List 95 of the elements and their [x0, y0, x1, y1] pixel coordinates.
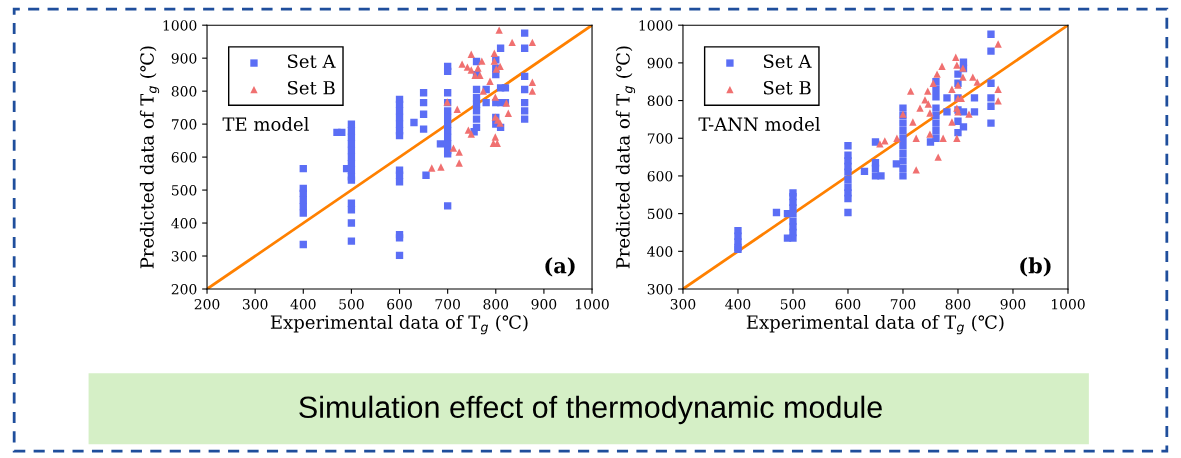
- y-tick-label: 500: [647, 208, 673, 220]
- point: [994, 97, 1002, 105]
- x-tick-label: 900: [531, 298, 557, 310]
- point: [437, 163, 445, 171]
- x-tick-label: 600: [387, 298, 412, 310]
- point: [924, 100, 932, 108]
- x-tick-label: 700: [435, 298, 460, 310]
- point: [528, 38, 537, 47]
- point: [504, 109, 512, 117]
- y-tick-label: 1000: [163, 20, 197, 31]
- point: [948, 85, 956, 93]
- point: [458, 60, 466, 68]
- point: [926, 109, 934, 117]
- y-tick-label: 600: [171, 152, 197, 163]
- point: [528, 78, 537, 86]
- point: [953, 61, 961, 69]
- legend-label: Set B: [763, 80, 811, 95]
- y-tick-label: 300: [647, 283, 673, 295]
- x-tick-label: 400: [725, 298, 751, 310]
- point: [912, 166, 920, 174]
- x-tick-label: 1000: [1052, 298, 1085, 310]
- point: [495, 26, 503, 34]
- point: [916, 104, 924, 112]
- point: [876, 140, 884, 148]
- point: [969, 73, 977, 81]
- point: [428, 164, 436, 172]
- y-axis-title: Predicted data of T$_{g}$ (℃): [139, 46, 160, 269]
- y-tick-label: 400: [171, 218, 197, 229]
- y-tick-label: 200: [171, 283, 197, 295]
- y-tick-label: 700: [171, 119, 197, 130]
- x-axis-title: Experimental data of T$_{g}$ (℃): [270, 314, 528, 335]
- x-tick-label: 300: [242, 298, 268, 310]
- point: [467, 66, 475, 74]
- point: [478, 57, 486, 65]
- point: [933, 70, 941, 78]
- y-tick-label: 500: [171, 185, 197, 196]
- point: [491, 133, 499, 141]
- point: [455, 148, 463, 156]
- x-tick-label: 1000: [576, 298, 609, 310]
- annotation: T-ANN model: [698, 116, 821, 131]
- point: [959, 73, 967, 81]
- point: [994, 40, 1002, 48]
- x-tick-label: 600: [835, 298, 861, 310]
- annotation: TE model: [222, 116, 309, 131]
- y-axis-title: Predicted data of T$_{g}$ (℃): [615, 46, 636, 269]
- point: [881, 137, 889, 145]
- point: [973, 78, 981, 86]
- x-tick-label: 800: [483, 298, 509, 310]
- x-tick-label: 500: [339, 298, 364, 310]
- annotation: (a): [545, 257, 575, 277]
- x-tick-label: 400: [290, 298, 316, 310]
- point: [455, 159, 463, 167]
- point: [965, 110, 973, 118]
- y-tick-label: 800: [171, 86, 197, 97]
- point: [528, 87, 537, 95]
- point: [893, 134, 901, 142]
- y-tick-label: 800: [647, 95, 673, 107]
- x-axis-title: Experimental data of T$_{g}$ (℃): [746, 314, 1004, 335]
- y-tick-label: 900: [171, 53, 197, 64]
- point: [474, 64, 482, 72]
- point: [994, 85, 1002, 93]
- legend-label: Set A: [763, 54, 812, 69]
- point: [449, 144, 458, 152]
- point: [453, 105, 461, 113]
- y-tick-label: 900: [647, 57, 673, 69]
- text: Simulation effect of thermodynamic module: [299, 395, 882, 425]
- y-tick-label: 700: [647, 133, 673, 144]
- point: [948, 118, 956, 126]
- point: [907, 87, 915, 95]
- x-tick-label: 900: [1000, 298, 1026, 310]
- point: [924, 87, 932, 95]
- x-tick-label: 200: [194, 298, 220, 310]
- x-tick-label: 800: [945, 298, 971, 310]
- x-tick-label: 300: [670, 298, 696, 310]
- point: [490, 49, 499, 57]
- y-tick-label: 300: [171, 250, 197, 262]
- x-tick-label: 700: [890, 298, 916, 310]
- annotation: (b): [1020, 257, 1051, 277]
- y-tick-label: 1000: [639, 20, 673, 31]
- point: [491, 93, 499, 101]
- point: [909, 118, 917, 126]
- y-tick-label: 600: [647, 170, 673, 182]
- legend-label: Set B: [287, 80, 335, 95]
- point: [926, 130, 934, 138]
- point: [934, 153, 942, 161]
- point: [953, 134, 961, 142]
- point: [912, 134, 920, 142]
- point: [508, 38, 516, 47]
- point: [939, 134, 947, 142]
- point: [952, 53, 960, 61]
- y-tick-label: 400: [647, 246, 673, 257]
- point: [476, 71, 484, 79]
- legend-label: Set A: [287, 54, 336, 69]
- point: [467, 50, 475, 58]
- x-tick-label: 500: [780, 298, 806, 310]
